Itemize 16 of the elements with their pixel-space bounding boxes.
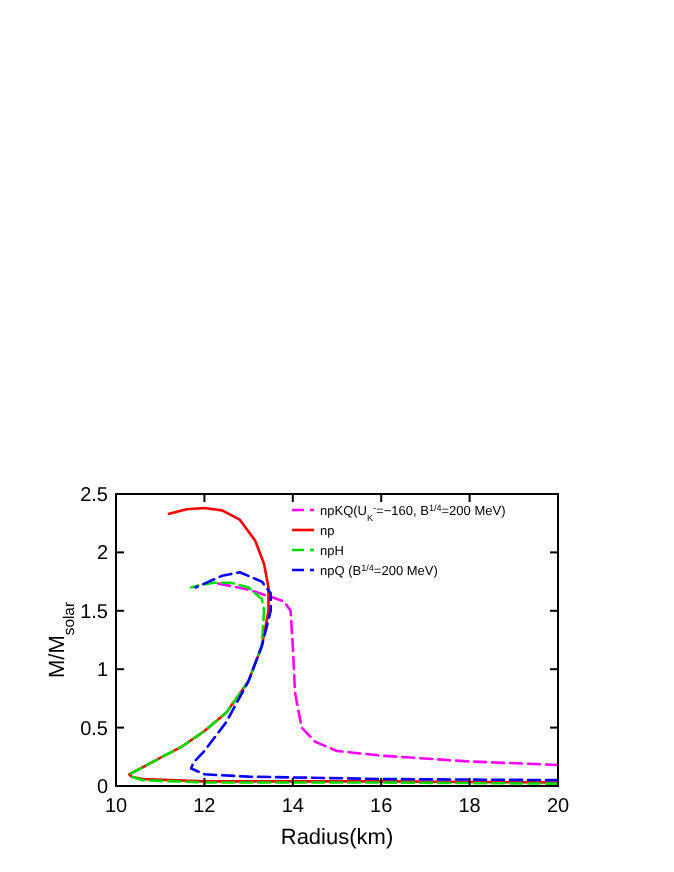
line-series xyxy=(127,506,558,784)
x-tick-label: 16 xyxy=(370,796,394,818)
y-tick-label: 0.5 xyxy=(80,718,109,741)
x-axis-title: Radius(km) xyxy=(280,826,394,850)
line-series xyxy=(211,581,558,767)
line-series xyxy=(127,581,558,785)
x-tick-label: 18 xyxy=(458,796,482,818)
x-tick-label: 14 xyxy=(281,796,305,818)
y-tick-label: 0 xyxy=(96,777,109,799)
y-tick-label: 2.5 xyxy=(80,485,109,507)
x-tick-label: 10 xyxy=(104,796,128,818)
x-tick-label: 20 xyxy=(546,796,570,818)
y-tick-label: 1.5 xyxy=(80,601,109,624)
y-tick-label: 2 xyxy=(96,543,109,566)
y-tick-label: 1 xyxy=(96,660,109,683)
x-tick-label: 12 xyxy=(193,796,217,818)
